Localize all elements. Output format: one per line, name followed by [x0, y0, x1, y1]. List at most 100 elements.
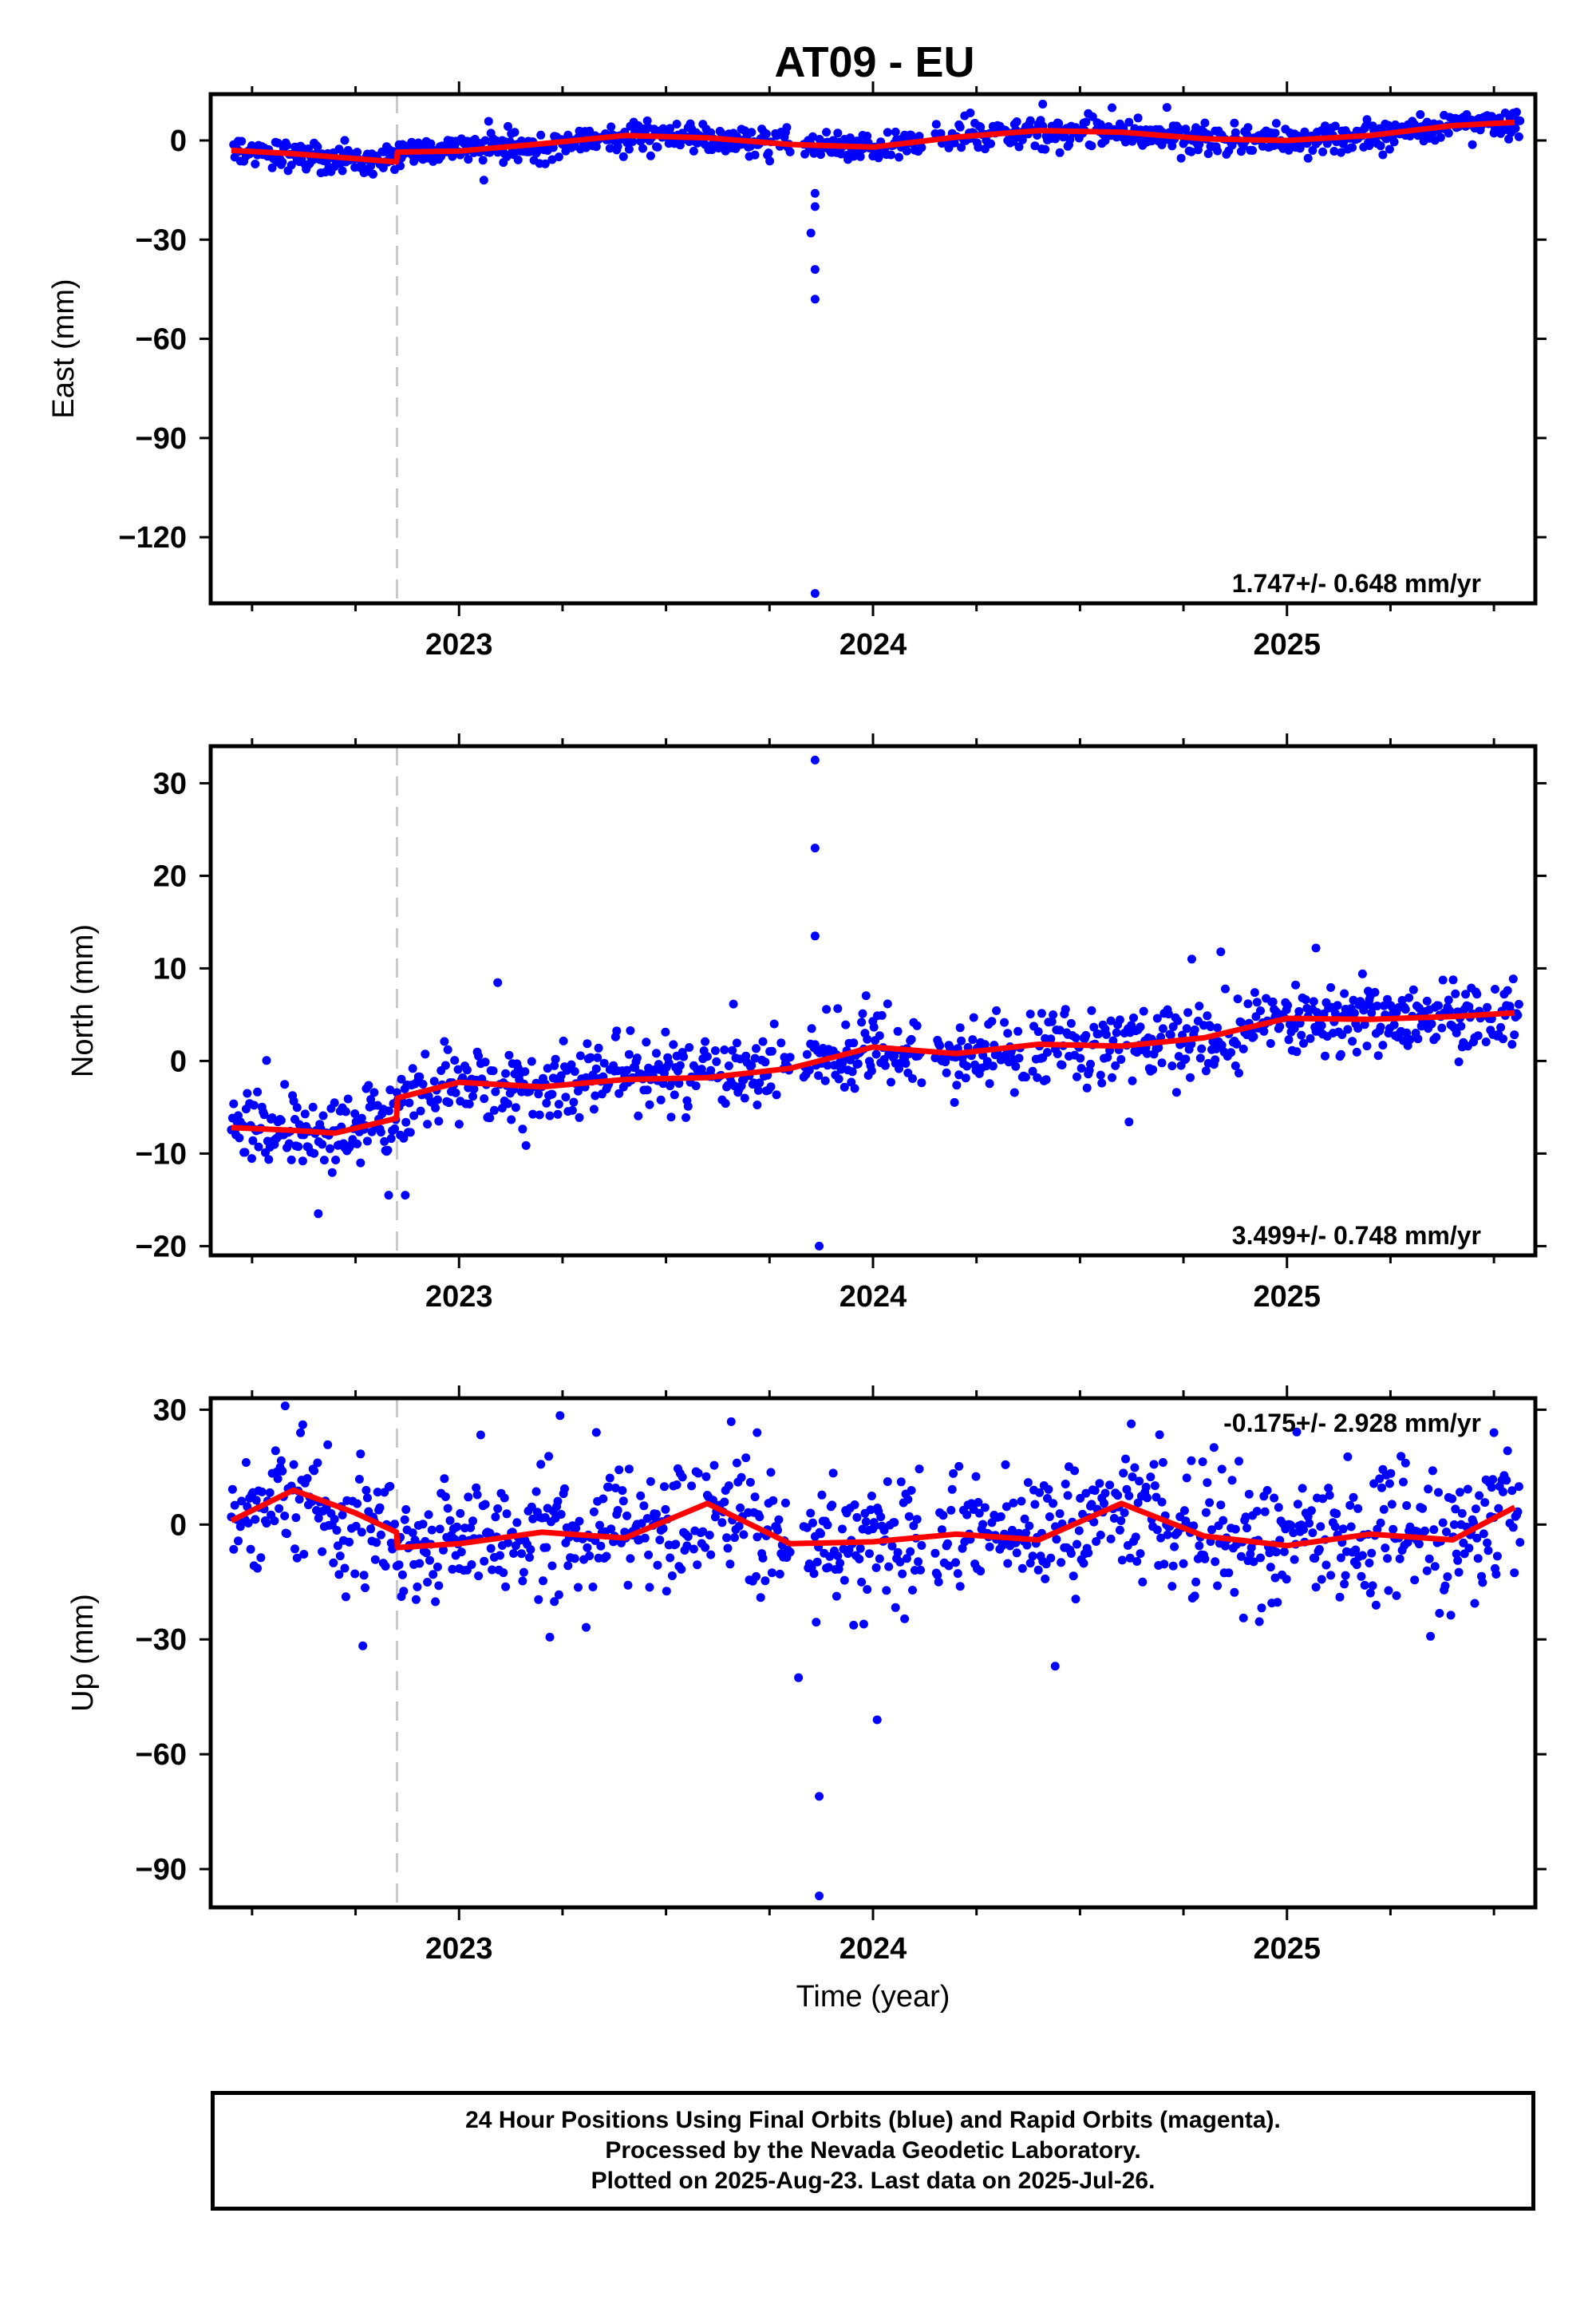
- data-point: [1448, 975, 1458, 985]
- data-point: [343, 1094, 353, 1104]
- data-point: [246, 1544, 255, 1554]
- data-point: [513, 155, 523, 164]
- data-point: [752, 1571, 760, 1581]
- data-point: [1352, 1560, 1361, 1570]
- data-point: [351, 1521, 361, 1531]
- data-point: [1362, 115, 1372, 124]
- x-axis-label: Time (year): [796, 1980, 950, 2014]
- data-point: [606, 122, 616, 132]
- data-point: [1033, 1027, 1043, 1037]
- data-point: [1132, 1557, 1142, 1566]
- data-point: [1238, 1613, 1248, 1622]
- data-point: [485, 1528, 495, 1538]
- data-point: [330, 1098, 339, 1108]
- data-point: [501, 1069, 511, 1078]
- data-point: [812, 1618, 821, 1627]
- data-point: [895, 1557, 905, 1567]
- data-point: [1279, 1547, 1289, 1556]
- data-point: [418, 1080, 428, 1089]
- data-point: [340, 136, 350, 145]
- data-point: [883, 128, 892, 137]
- data-point: [1446, 1611, 1456, 1620]
- data-point: [760, 1057, 770, 1067]
- x-tick-label: 2025: [1253, 1932, 1321, 1966]
- data-point: [606, 1524, 616, 1534]
- data-point: [622, 1511, 632, 1520]
- data-point: [1373, 1002, 1382, 1010]
- data-point: [955, 122, 965, 132]
- data-point: [816, 1529, 825, 1539]
- data-point: [1197, 1044, 1207, 1053]
- data-point: [1116, 1055, 1126, 1064]
- data-point: [1444, 128, 1453, 138]
- data-point: [646, 1476, 655, 1486]
- data-point: [709, 1460, 719, 1470]
- data-point: [1044, 1484, 1053, 1494]
- data-point: [674, 1079, 684, 1089]
- data-point: [1435, 1609, 1444, 1618]
- data-point: [257, 1487, 267, 1496]
- outlier-point: [810, 589, 820, 599]
- data-point: [764, 148, 773, 158]
- data-point: [871, 1521, 880, 1531]
- data-point: [291, 1513, 301, 1523]
- data-point: [1086, 1059, 1095, 1069]
- data-point: [1438, 1518, 1448, 1528]
- data-point: [501, 1582, 511, 1591]
- data-point: [741, 1051, 751, 1061]
- data-point: [1330, 1522, 1340, 1531]
- data-point: [833, 1551, 843, 1561]
- data-point: [456, 1508, 465, 1518]
- data-point: [1385, 144, 1394, 154]
- data-point: [768, 1496, 778, 1505]
- data-point: [1491, 1570, 1501, 1579]
- data-point: [507, 1115, 516, 1124]
- data-point: [563, 1561, 573, 1571]
- data-point: [1399, 1477, 1408, 1487]
- data-point: [944, 1561, 954, 1571]
- data-point: [554, 1590, 563, 1599]
- data-point: [1317, 1575, 1326, 1584]
- data-point: [531, 1487, 541, 1496]
- data-point: [943, 1539, 952, 1548]
- data-point: [1033, 1565, 1043, 1575]
- data-point: [1370, 987, 1380, 997]
- data-point: [1381, 1543, 1390, 1553]
- data-point: [468, 1516, 477, 1526]
- data-point: [1071, 1033, 1080, 1042]
- data-point: [740, 1093, 749, 1103]
- data-point: [853, 1059, 863, 1069]
- data-point: [901, 1059, 911, 1068]
- data-point: [675, 1061, 685, 1070]
- data-point: [1182, 1473, 1191, 1483]
- data-point: [286, 1155, 296, 1164]
- data-point: [1293, 1500, 1302, 1509]
- data-point: [554, 152, 563, 162]
- data-point: [661, 1027, 670, 1037]
- data-point: [1464, 1002, 1474, 1011]
- data-point: [527, 1502, 536, 1512]
- data-point: [510, 128, 519, 137]
- data-point: [863, 1034, 872, 1044]
- data-point: [1303, 153, 1313, 163]
- data-point: [706, 128, 716, 137]
- data-point: [528, 1109, 538, 1119]
- data-point: [697, 1065, 706, 1074]
- data-point: [1426, 1631, 1436, 1641]
- data-point: [1336, 1049, 1345, 1059]
- data-point: [313, 1458, 322, 1468]
- data-point: [750, 1492, 760, 1502]
- data-point: [561, 1093, 571, 1102]
- data-point: [1009, 1088, 1019, 1097]
- data-point: [1389, 137, 1399, 147]
- data-point: [401, 1117, 411, 1127]
- data-point: [332, 1526, 342, 1535]
- data-point: [504, 1099, 512, 1109]
- data-point: [1483, 1546, 1493, 1555]
- data-point: [642, 116, 652, 125]
- outlier-point: [810, 294, 820, 304]
- data-point: [908, 1586, 917, 1595]
- data-point: [1432, 1033, 1441, 1042]
- data-point: [338, 1510, 347, 1520]
- data-point: [418, 1520, 428, 1529]
